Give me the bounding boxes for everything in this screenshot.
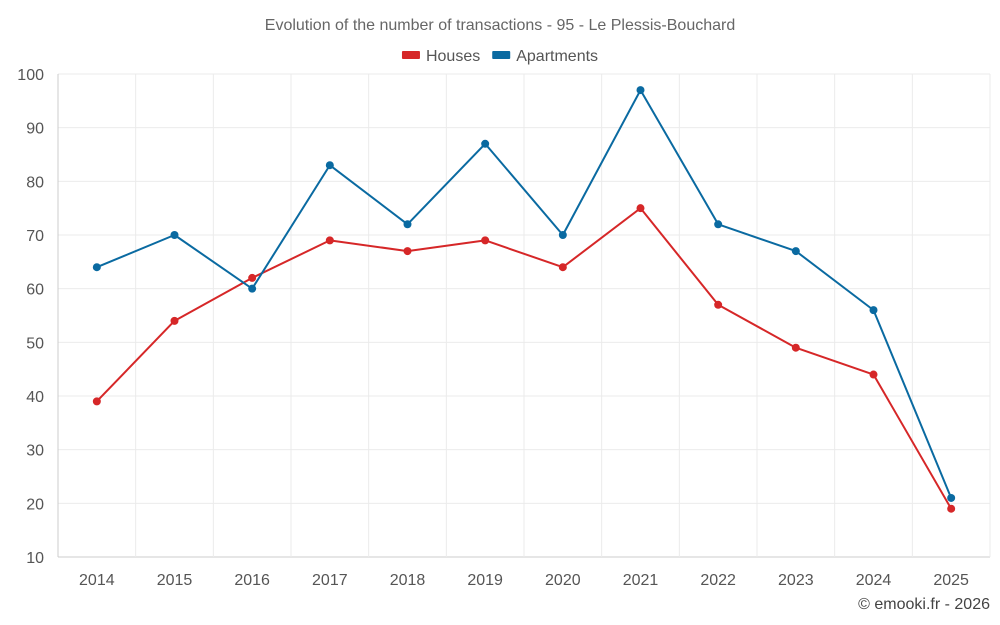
data-point-houses[interactable] [869, 370, 878, 379]
x-tick-label: 2014 [79, 572, 115, 589]
series-line-apartments [96, 89, 953, 499]
chart-title: Evolution of the number of transactions … [265, 17, 735, 34]
x-tick-label: 2019 [467, 572, 503, 589]
x-tick-label: 2024 [856, 572, 892, 589]
x-axis: 2014 2015 2016 2017 2018 2019 2020 2021 2022 2023… [79, 572, 969, 589]
y-tick-label: 90 [26, 121, 44, 138]
y-tick-label: 100 [17, 67, 44, 84]
y-tick-label: 50 [26, 335, 44, 352]
data-point-houses[interactable] [947, 504, 956, 513]
grid-lines [57, 73, 991, 558]
data-point-houses[interactable] [248, 273, 257, 282]
legend-swatch [401, 51, 420, 59]
data-point-houses[interactable] [636, 204, 645, 213]
data-point-houses[interactable] [558, 263, 567, 272]
data-point-apartments[interactable] [403, 220, 412, 229]
data-point-houses[interactable] [170, 316, 179, 325]
x-tick-label: 2022 [700, 572, 736, 589]
legend-item-houses[interactable]: Houses [401, 48, 480, 65]
legend-label: Apartments [516, 48, 598, 65]
data-point-houses[interactable] [92, 397, 101, 406]
data-point-apartments[interactable] [869, 306, 878, 315]
x-tick-label: 2020 [545, 572, 581, 589]
y-tick-label: 20 [26, 496, 44, 513]
data-point-houses[interactable] [403, 247, 412, 256]
data-point-apartments[interactable] [170, 231, 179, 239]
data-point-apartments[interactable] [248, 284, 257, 293]
y-tick-label: 80 [26, 174, 44, 191]
data-point-apartments[interactable] [714, 220, 723, 229]
data-point-apartments[interactable] [636, 86, 645, 95]
x-tick-label: 2021 [623, 572, 659, 589]
series-line-houses [96, 207, 953, 510]
y-tick-label: 40 [26, 389, 44, 406]
legend-swatch [492, 51, 511, 59]
legend: Houses Apartments [401, 48, 598, 65]
data-point-apartments[interactable] [947, 493, 956, 502]
x-tick-label: 2023 [778, 572, 814, 589]
data-point-houses[interactable] [714, 300, 723, 309]
data-point-apartments[interactable] [481, 139, 490, 148]
x-tick-label: 2017 [312, 572, 348, 589]
data-point-houses[interactable] [325, 236, 334, 245]
data-point-houses[interactable] [791, 343, 800, 352]
credit-text: © emooki.fr - 2026 [858, 596, 990, 613]
y-tick-label: 30 [26, 443, 44, 460]
legend-item-apartments[interactable]: Apartments [492, 48, 598, 65]
x-tick-label: 2018 [390, 572, 426, 589]
y-axis: 10 20 30 40 50 60 70 80 90 100 [17, 67, 44, 567]
legend-label: Houses [426, 48, 480, 65]
y-tick-label: 70 [26, 228, 44, 245]
data-point-apartments[interactable] [92, 263, 101, 272]
y-tick-label: 60 [26, 282, 44, 299]
data-point-apartments[interactable] [325, 161, 334, 170]
data-point-apartments[interactable] [791, 247, 800, 256]
x-tick-label: 2016 [234, 572, 270, 589]
y-tick-label: 10 [26, 550, 44, 567]
x-tick-label: 2025 [933, 572, 969, 589]
data-point-houses[interactable] [481, 236, 490, 245]
series-group [92, 86, 956, 513]
x-tick-label: 2015 [157, 572, 193, 589]
data-point-apartments[interactable] [558, 231, 567, 239]
